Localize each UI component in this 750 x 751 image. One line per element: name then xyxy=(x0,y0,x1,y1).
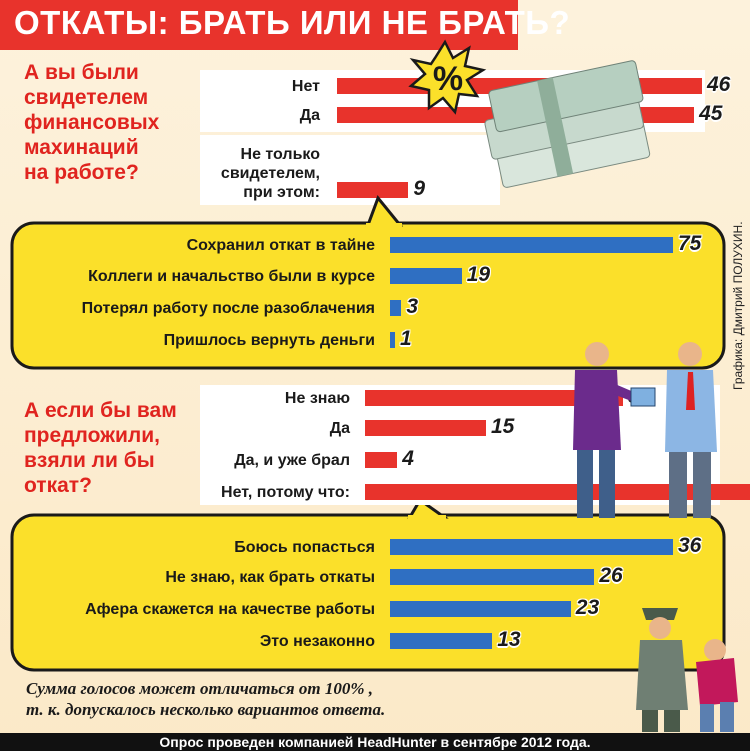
title-bar xyxy=(0,0,518,50)
banknote-band xyxy=(537,77,574,177)
bar-value: 46 xyxy=(707,73,731,96)
businessmen-illustration xyxy=(573,342,717,518)
bar-value: 13 xyxy=(497,628,521,651)
bar-label: Не только свидетелем, при этом: xyxy=(220,146,320,201)
man-purple-icon xyxy=(573,342,656,518)
police-illustration xyxy=(636,608,738,732)
bar-label: Потерял работу после разоблачения xyxy=(81,300,375,317)
man-blue-icon xyxy=(665,342,717,518)
banknote-stack-top xyxy=(488,60,644,133)
percent-badge-icon xyxy=(408,39,487,115)
bar xyxy=(390,300,402,316)
question-1: А вы были свидетелем финансовых махинаци… xyxy=(24,61,160,184)
police-officer-icon xyxy=(636,608,688,732)
page-title: ОТКАТЫ: БРАТЬ ИЛИ НЕ БРАТЬ? xyxy=(14,4,571,41)
bar-value: 15 xyxy=(490,415,515,438)
bar-label: Да xyxy=(299,107,320,124)
bar xyxy=(390,237,673,253)
bar-label: Да xyxy=(329,420,350,437)
question-2: А если бы вам предложили, взяли ли бы от… xyxy=(24,399,177,497)
bar xyxy=(337,182,409,198)
bar-value: 3 xyxy=(406,295,418,318)
percent-badge-label: % xyxy=(433,60,463,98)
bar-label: Да, и уже брал xyxy=(234,452,350,469)
bar-label: Нет xyxy=(291,78,320,95)
bar-value: 1 xyxy=(400,327,412,350)
bar-label: Коллеги и начальство были в курсе xyxy=(88,268,375,285)
bar-value: 45 xyxy=(699,102,723,125)
bar xyxy=(390,539,673,555)
bar-label: Не знаю, как брать откаты xyxy=(165,569,375,586)
bar-label: Не знаю xyxy=(284,390,350,407)
bubble-panel-1-joint xyxy=(366,223,402,227)
bar xyxy=(365,420,486,436)
bar xyxy=(365,484,750,500)
bar xyxy=(390,268,462,284)
arrested-person-icon xyxy=(696,639,738,732)
bar xyxy=(390,601,571,617)
bar-label: Пришлось вернуть деньги xyxy=(163,332,375,349)
bar-value: 23 xyxy=(575,596,600,619)
money-stack-illustration: % xyxy=(408,39,651,188)
envelope-icon xyxy=(630,387,656,407)
bar xyxy=(390,332,395,348)
footer-bar xyxy=(0,733,750,751)
bar-value: 36 xyxy=(678,534,702,557)
bar xyxy=(365,452,398,468)
graphic-credit: Графика: Дмитрий ПОЛУХИН. xyxy=(731,221,745,390)
bar-label: Это незаконно xyxy=(259,633,375,650)
bar xyxy=(365,390,623,406)
bar-label: Афера скажется на качестве работы xyxy=(85,601,375,618)
bar-label: Сохранил откат в тайне xyxy=(186,237,375,254)
bar-value: 4 xyxy=(402,447,414,470)
bar xyxy=(390,569,595,585)
bar xyxy=(390,633,493,649)
bar-label: Нет, потому что: xyxy=(221,484,350,501)
bubble-panel-2-joint xyxy=(408,515,446,519)
footer-source: Опрос проведен компанией HeadHunter в се… xyxy=(159,734,591,750)
bar-value: 75 xyxy=(678,232,702,255)
bar-value: 9 xyxy=(413,177,426,200)
bar-label: Боюсь попасться xyxy=(234,539,375,556)
bar-value: 19 xyxy=(466,263,491,286)
bar-value: 26 xyxy=(599,564,623,587)
footnote: Сумма голосов может отличаться от 100% ,… xyxy=(26,679,386,719)
